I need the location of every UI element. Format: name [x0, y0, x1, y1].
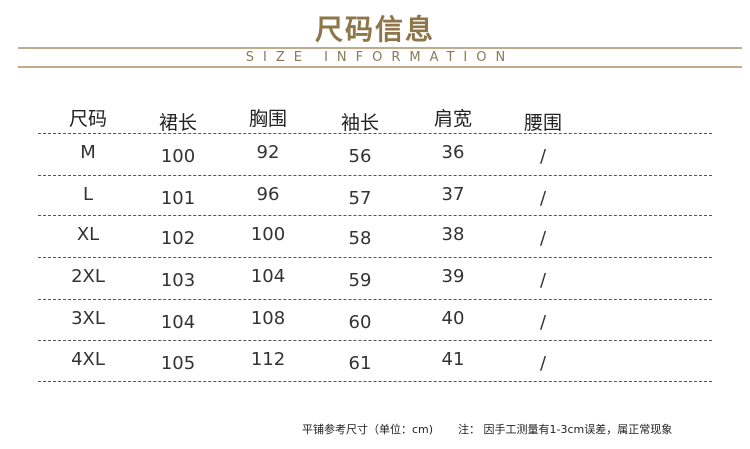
table-cell: / — [539, 270, 547, 291]
table-cell: 4XL — [71, 349, 105, 370]
table-cell: / — [539, 188, 547, 209]
table-cell: 尺码 — [68, 108, 107, 130]
table-cell: 58 — [348, 228, 372, 249]
table-cell: 101 — [160, 188, 196, 209]
page-subtitle: SIZE INFORMATION — [245, 50, 515, 65]
row-divider — [38, 340, 712, 341]
table-cell: 肩宽 — [433, 108, 472, 130]
table-row: M 100 92 56 36 / — [0, 142, 750, 172]
table-cell: 37 — [441, 184, 465, 205]
table-row: 4XL 105 112 61 41 / — [0, 349, 750, 379]
table-row: L 101 96 57 37 / — [0, 184, 750, 214]
table-cell: 57 — [348, 188, 372, 209]
row-divider — [38, 257, 712, 258]
table-cell: 2XL — [71, 266, 105, 287]
table-cell: 105 — [160, 353, 196, 374]
table-cell: 102 — [160, 228, 196, 249]
table-cell: / — [539, 312, 547, 333]
table-cell: 104 — [160, 312, 196, 333]
table-header-row: 尺码 裙长 胸围 袖长 肩宽 腰围 — [0, 104, 750, 134]
table-cell: 92 — [256, 142, 280, 163]
table-cell: 108 — [250, 308, 286, 329]
table-row: XL 102 100 58 38 / — [0, 224, 750, 254]
table-cell: 103 — [160, 270, 196, 291]
row-divider — [38, 133, 712, 134]
row-divider — [38, 299, 712, 300]
table-cell: 41 — [441, 349, 465, 370]
disclaimer-note: 注： 因手工测量有1-3cm误差，属正常现象 — [458, 423, 673, 436]
table-cell: 40 — [441, 308, 465, 329]
table-row: 3XL 104 108 60 40 / — [0, 308, 750, 338]
table-row: 2XL 103 104 59 39 / — [0, 266, 750, 296]
table-cell: L — [82, 184, 94, 205]
table-cell: 100 — [160, 146, 196, 167]
table-cell: XL — [76, 224, 100, 245]
table-cell: 104 — [250, 266, 286, 287]
row-divider — [38, 381, 712, 382]
table-cell: 59 — [348, 270, 372, 291]
row-divider — [38, 215, 712, 216]
table-cell: 96 — [256, 184, 280, 205]
table-cell: 112 — [250, 349, 286, 370]
table-cell: 裙长 — [158, 112, 197, 134]
table-cell: 61 — [348, 353, 372, 374]
unit-note: 平铺参考尺寸（单位：cm) — [302, 423, 434, 436]
table-cell: 56 — [348, 146, 372, 167]
table-cell: 3XL — [71, 308, 105, 329]
page-title: 尺码信息 — [314, 13, 435, 46]
table-cell: 36 — [441, 142, 465, 163]
table-cell: 袖长 — [340, 112, 379, 134]
table-cell: M — [80, 142, 96, 163]
divider-bottom — [18, 66, 742, 68]
table-cell: 38 — [441, 224, 465, 245]
table-cell: 腰围 — [523, 112, 562, 134]
table-cell: / — [539, 228, 547, 249]
table-cell: 39 — [441, 266, 465, 287]
divider-top — [18, 47, 742, 49]
table-cell: 胸围 — [248, 108, 287, 130]
table-cell: 60 — [348, 312, 372, 333]
row-divider — [38, 175, 712, 176]
table-cell: / — [539, 146, 547, 167]
table-cell: 100 — [250, 224, 286, 245]
table-cell: / — [539, 353, 547, 374]
